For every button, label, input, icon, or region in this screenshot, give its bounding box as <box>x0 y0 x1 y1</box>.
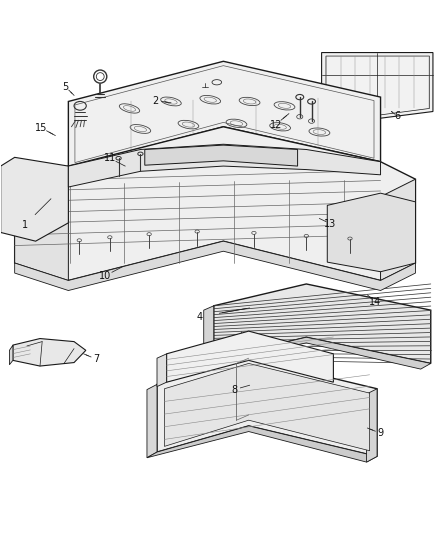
Text: 13: 13 <box>324 219 336 229</box>
Text: 6: 6 <box>394 111 400 121</box>
Polygon shape <box>157 354 166 386</box>
Polygon shape <box>1 157 68 241</box>
Text: 4: 4 <box>196 312 202 322</box>
Polygon shape <box>14 241 416 290</box>
Text: 5: 5 <box>62 82 68 92</box>
Text: 12: 12 <box>269 119 282 130</box>
Polygon shape <box>147 384 157 458</box>
Polygon shape <box>327 193 416 272</box>
Text: 15: 15 <box>35 123 47 133</box>
Polygon shape <box>214 284 431 364</box>
Polygon shape <box>166 331 333 382</box>
Polygon shape <box>68 144 381 187</box>
Text: 9: 9 <box>378 429 384 438</box>
Text: 2: 2 <box>152 95 159 106</box>
Polygon shape <box>68 61 381 167</box>
Polygon shape <box>145 145 297 166</box>
Polygon shape <box>14 166 68 280</box>
Text: 11: 11 <box>104 153 116 163</box>
Text: 14: 14 <box>369 297 381 308</box>
Text: 10: 10 <box>99 271 111 281</box>
Polygon shape <box>14 127 416 280</box>
Polygon shape <box>206 77 230 85</box>
Polygon shape <box>147 426 377 462</box>
Polygon shape <box>13 338 86 366</box>
Polygon shape <box>381 179 416 280</box>
Polygon shape <box>204 306 214 364</box>
Polygon shape <box>321 53 433 122</box>
Polygon shape <box>164 364 370 451</box>
Polygon shape <box>10 345 13 365</box>
Polygon shape <box>204 337 431 369</box>
Text: 7: 7 <box>93 354 99 364</box>
Polygon shape <box>157 358 377 456</box>
Text: 8: 8 <box>231 385 237 394</box>
Polygon shape <box>367 389 377 462</box>
Text: 1: 1 <box>21 220 28 230</box>
